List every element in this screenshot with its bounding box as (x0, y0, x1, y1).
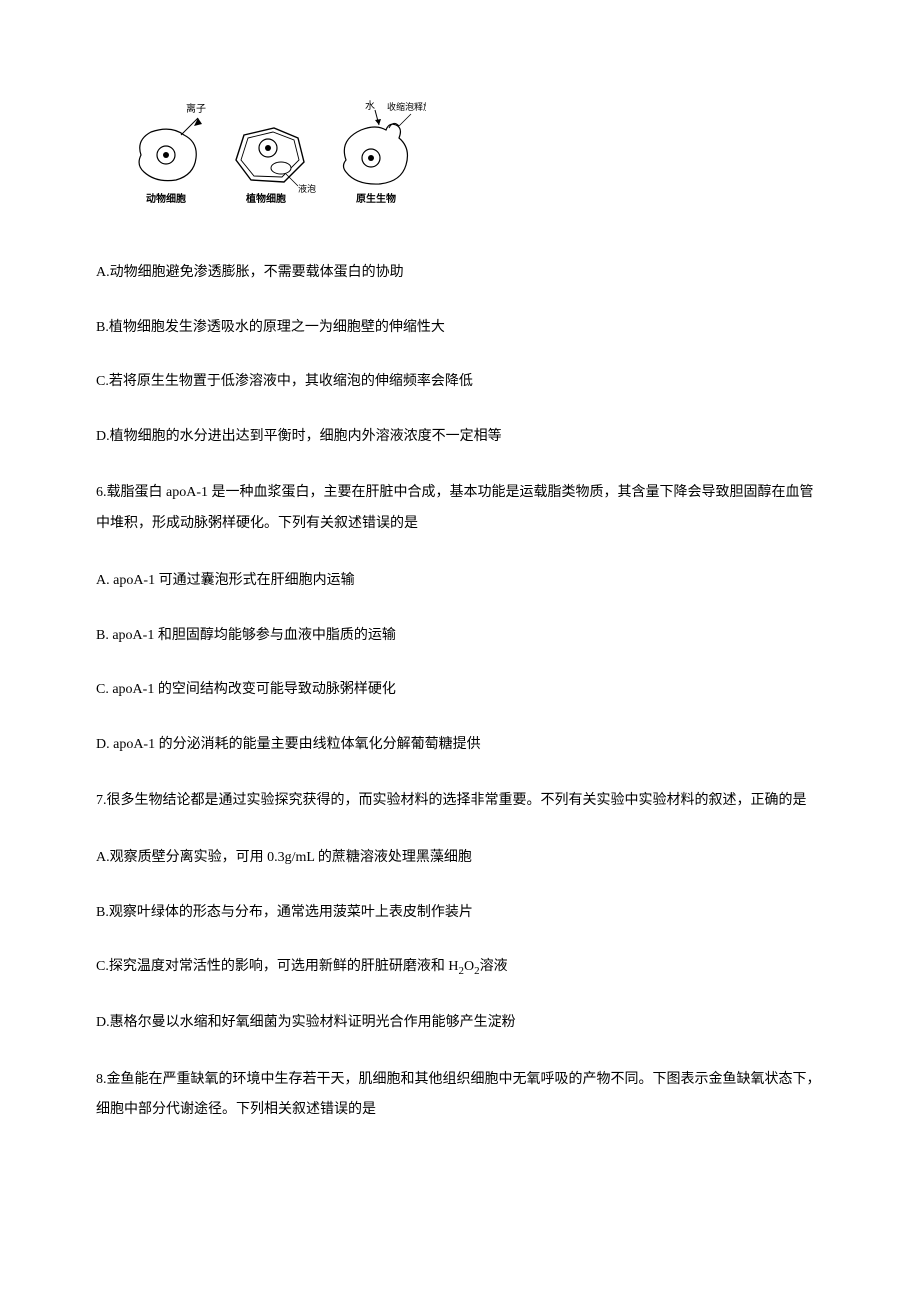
cell-diagram: 离子 动物细胞 液泡 植物细胞 (126, 100, 824, 230)
q5-choice-a: A.动物细胞避免渗透膨胀，不需要载体蛋白的协助 (96, 260, 824, 287)
q6-choice-a: A. apoA-1 可通过囊泡形式在肝细胞内运输 (96, 568, 824, 595)
q7-stem: 7.很多生物结论都是通过实验探究获得的，而实验材料的选择非常重要。不列有关实验中… (96, 786, 824, 817)
label-lizi: 离子 (186, 102, 206, 115)
caption-animal-cell: 动物细胞 (146, 192, 186, 205)
q6-choice-b: B. apoA-1 和胆固醇均能够参与血液中脂质的运输 (96, 623, 824, 650)
q7-choice-b: B.观察叶绿体的形态与分布，通常选用菠菜叶上表皮制作装片 (96, 900, 824, 927)
label-shousuo: 收缩泡释放 (387, 101, 426, 112)
caption-protist: 原生生物 (356, 192, 396, 205)
q7-choice-d: D.惠格尔曼以水缩和好氧细菌为实验材料证明光合作用能够产生淀粉 (96, 1010, 824, 1037)
q7-c-mid: O (464, 959, 474, 974)
q6-stem: 6.载脂蛋白 apoA-1 是一种血浆蛋白，主要在肝脏中合成，基本功能是运载脂类… (96, 478, 824, 540)
q7-choice-a: A.观察质壁分离实验，可用 0.3g/mL 的蔗糖溶液处理黑藻细胞 (96, 845, 824, 872)
q5-choice-c: C.若将原生生物置于低渗溶液中，其收缩泡的伸缩频率会降低 (96, 369, 824, 396)
q6-choice-d: D. apoA-1 的分泌消耗的能量主要由线粒体氧化分解葡萄糖提供 (96, 732, 824, 759)
q7-choice-c: C.探究温度对常活性的影响，可选用新鲜的肝脏研磨液和 H2O2溶液 (96, 954, 824, 982)
caption-plant-cell: 植物细胞 (245, 192, 286, 205)
label-yepao: 液泡 (298, 183, 316, 194)
q6-choice-c: C. apoA-1 的空间结构改变可能导致动脉粥样硬化 (96, 677, 824, 704)
q5-choice-b: B.植物细胞发生渗透吸水的原理之一为细胞壁的伸缩性大 (96, 315, 824, 342)
q7-c-pre: C.探究温度对常活性的影响，可选用新鲜的肝脏研磨液和 H (96, 959, 458, 974)
q8-stem: 8.金鱼能在严重缺氧的环境中生存若干天，肌细胞和其他组织细胞中无氧呼吸的产物不同… (96, 1065, 824, 1127)
label-shui: 水 (365, 100, 375, 112)
q7-c-post: 溶液 (480, 959, 508, 974)
q5-choice-d: D.植物细胞的水分进出达到平衡时，细胞内外溶液浓度不一定相等 (96, 424, 824, 451)
document-page: 离子 动物细胞 液泡 植物细胞 (0, 0, 920, 1214)
